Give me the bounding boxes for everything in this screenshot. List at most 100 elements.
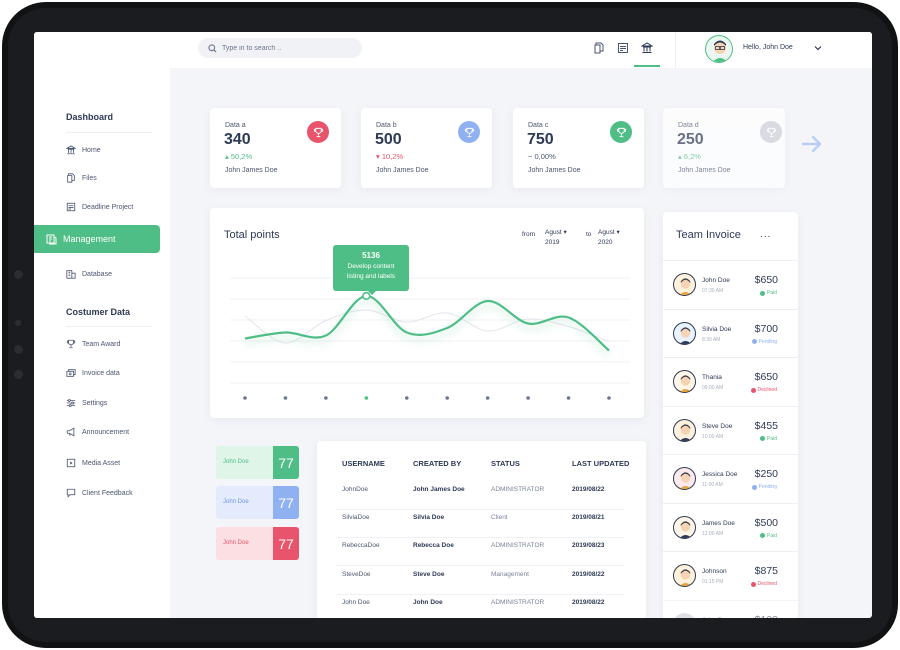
bank-icon[interactable]: [641, 42, 653, 54]
table-row[interactable]: SilviaDoe Silvia Doe Client 2019/08/21: [335, 510, 625, 538]
invoice-amount: $700: [754, 322, 778, 335]
person-avatar-icon: [679, 375, 692, 392]
stat-change-value: 10,2%: [381, 152, 404, 161]
avatar: [673, 564, 696, 587]
invoice-row[interactable]: Johnson 01:15 PM $875 Declined: [663, 551, 798, 600]
settings-icon: [66, 399, 76, 407]
column-header-username[interactable]: USERNAME: [342, 459, 385, 468]
score-chip-value: 77: [273, 446, 299, 479]
cell-username: SilviaDoe: [342, 514, 370, 521]
chevron-down-icon[interactable]: [813, 43, 823, 53]
stat-value: 250: [677, 131, 704, 148]
sidebar-item-label: Team Award: [82, 340, 121, 348]
invoice-time: 01:15 PM: [702, 579, 724, 585]
caret-down-icon: ▾: [616, 229, 620, 236]
stat-user: John James Doe: [225, 167, 278, 174]
column-header-last-updated[interactable]: LAST UPDATED: [572, 459, 630, 468]
invoice-status: Pending: [751, 339, 777, 345]
avatar[interactable]: [705, 35, 733, 63]
sidebar-item-label: Client Feedback: [82, 489, 133, 497]
range-from-month: Agust: [545, 229, 562, 236]
sidebar-item-files[interactable]: Files: [66, 170, 97, 186]
table-row[interactable]: SteveDoe Steve Doe Management 2019/08/22: [335, 567, 625, 595]
sidebar-item-media-asset[interactable]: Media Asset: [66, 455, 120, 471]
range-to-select[interactable]: Agust ▾ 2020: [598, 228, 620, 248]
invoice-time: 09:00 AM: [702, 385, 724, 391]
stat-card-data-c[interactable]: Data c 750 ~ 0,00% John James Doe: [513, 108, 644, 188]
sidebar-item-team-award[interactable]: Team Award: [66, 336, 120, 352]
files-icon: [67, 173, 75, 183]
invoice-status-label: Paid: [766, 290, 777, 296]
sidebar-item-announcement[interactable]: Announcement: [66, 424, 129, 440]
arrow-right-icon[interactable]: [800, 132, 824, 156]
stat-value: 750: [527, 131, 554, 148]
x-axis-points: [243, 396, 611, 400]
top-bar: Hello, John Doe: [170, 32, 872, 68]
score-chip-name: John Doe: [223, 499, 249, 505]
x-axis-dot: [526, 396, 530, 400]
stat-change-value: 50,2%: [230, 152, 253, 161]
sidebar-item-label: Announcement: [82, 428, 130, 436]
sidebar-item-invoice-data[interactable]: Invoice data: [66, 365, 120, 381]
table-row[interactable]: John Doe John Doe ADMINISTRATOR 2019/08/…: [335, 595, 625, 618]
sidebar-divider: [66, 326, 152, 327]
cell-status: ADMINISTRATOR: [491, 542, 545, 549]
sidebar-item-management[interactable]: Management: [34, 225, 160, 253]
invoice-row[interactable]: Steve Doe 10:00 AM $455 Paid: [663, 405, 798, 455]
score-chip[interactable]: John Doe 77: [216, 486, 299, 519]
column-header-created-by[interactable]: CREATED BY: [413, 459, 462, 468]
user-greeting[interactable]: Hello, John Doe: [743, 44, 793, 51]
invoice-name: Thania: [702, 374, 722, 381]
table-row[interactable]: JohnDoe John James Doe ADMINISTRATOR 201…: [335, 482, 625, 510]
table-row[interactable]: RebeccaDoe Rebecca Doe ADMINISTRATOR 201…: [335, 538, 625, 566]
sidebar-item-home[interactable]: Home: [66, 142, 101, 158]
invoice-amount: $455: [754, 419, 778, 432]
range-from-select[interactable]: Agust ▾ 2019: [545, 228, 567, 248]
trophy-icon: [313, 127, 323, 137]
score-chip[interactable]: John Doe 77: [216, 446, 299, 479]
invoice-row[interactable]: Silvia Doe 8:30 AM $700 Pending: [663, 308, 798, 358]
score-chip[interactable]: John Doe 77: [216, 527, 299, 560]
stat-card-data-a[interactable]: Data a 340 ▴ 50,2% John James Doe: [210, 108, 341, 188]
x-axis-dot: [243, 396, 247, 400]
invoice-status-label: Paid: [766, 435, 777, 442]
search-input[interactable]: [222, 44, 352, 52]
database-icon: [66, 270, 76, 279]
sidebar-item-deadline-project[interactable]: Deadline Project: [66, 199, 133, 215]
stat-label: Data a: [225, 122, 246, 129]
stat-label: Data c: [528, 122, 549, 129]
invoice-name: Johnson: [702, 568, 727, 575]
stat-value: 340: [224, 131, 251, 148]
megaphone-icon: [66, 427, 75, 437]
avatar: [673, 467, 696, 490]
invoice-icon[interactable]: [617, 42, 629, 54]
sidebar-item-label: Deadline Project: [82, 203, 134, 211]
stat-card-data-b[interactable]: Data b 500 ▾ 10,2% John James Doe: [361, 108, 492, 188]
management-icon: [46, 234, 57, 245]
invoice-amount: $875: [754, 565, 778, 577]
stat-label: Data b: [376, 122, 397, 129]
trophy-badge: [307, 121, 329, 143]
dashboard-screen: Dashboard Home Files Deadline Project Ma…: [34, 32, 872, 618]
files-icon[interactable]: [593, 42, 605, 54]
status-dot: [750, 581, 756, 587]
arrow-up-icon: ▴: [225, 152, 231, 161]
invoice-row[interactable]: Thania 09:00 AM $650 Declined: [663, 357, 798, 406]
invoice-row[interactable]: Jessica Doe 11:00 AM $250 Pending: [663, 454, 798, 503]
invoice-row[interactable]: James Doe 12:00 AM $500 Paid: [663, 502, 798, 552]
sidebar-item-database[interactable]: Database: [66, 266, 112, 282]
sidebar-item-settings[interactable]: Settings: [66, 395, 107, 411]
stat-change: ▴ 50,2%: [225, 152, 252, 161]
status-dot: [750, 387, 756, 393]
invoice-amount: $100: [755, 614, 778, 619]
stat-card-data-d[interactable]: Data d 250 ▴ 6,2% John James Doe: [663, 108, 785, 188]
status-dot: [759, 436, 765, 441]
invoice-row[interactable]: John Doe 07:30 AM $650 Paid: [663, 260, 798, 309]
person-avatar-icon: [679, 326, 692, 344]
invoice-row[interactable]: John Doe02:00 PM$100Declined: [663, 599, 798, 619]
sidebar-item-client-feedback[interactable]: Client Feedback: [66, 485, 133, 501]
cell-username: RebeccaDoe: [342, 542, 380, 549]
total-points-chart: Jan 2019Feb 2019Mar 2019Apr 2019Mei 2019…: [210, 208, 644, 418]
column-header-status[interactable]: STATUS: [491, 459, 520, 468]
more-options-button[interactable]: ...: [760, 229, 772, 240]
